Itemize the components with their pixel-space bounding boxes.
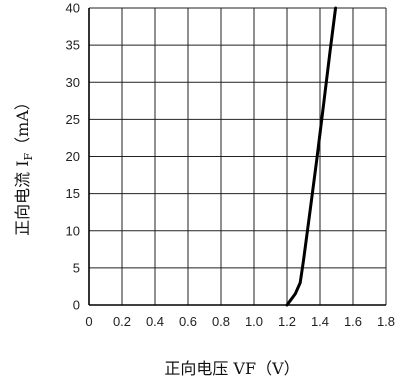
x-tick-label: 1.0 xyxy=(245,314,263,329)
y-axis-label-subscript: F xyxy=(22,152,35,160)
y-tick-label: 0 xyxy=(73,298,80,313)
grid-layer xyxy=(88,7,387,306)
y-tick-label: 20 xyxy=(66,149,80,164)
series-layer xyxy=(285,6,338,307)
y-tick-label: 30 xyxy=(66,75,80,90)
x-tick-label: 1.4 xyxy=(311,314,329,329)
axes-layer xyxy=(88,8,386,306)
x-tick-label: 0 xyxy=(85,314,92,329)
x-axis-label: 正向电压 VF（V） xyxy=(164,359,299,378)
x-tick-label: 1.6 xyxy=(344,314,362,329)
x-tick-label: 1.2 xyxy=(278,314,296,329)
y-axis-label-main: 正向电流 I xyxy=(13,160,32,235)
series-line xyxy=(285,6,338,307)
ticks-layer: 0 0.2 0.4 0.6 0.8 1.0 1.2 1.4 1.6 1.8 0 5 10 15 20 25 30… xyxy=(66,1,396,330)
x-tick-label: 0.8 xyxy=(212,314,230,329)
x-tick-label: 0.6 xyxy=(179,314,197,329)
x-tick-label: 1.8 xyxy=(377,314,395,329)
y-axis-label: 正向电流 IF（mA） xyxy=(13,94,35,236)
y-tick-label: 25 xyxy=(66,112,80,127)
x-tick-label: 0.4 xyxy=(146,314,164,329)
y-tick-label: 15 xyxy=(66,186,80,201)
y-tick-label: 35 xyxy=(66,38,80,53)
x-tick-label: 0.2 xyxy=(113,314,131,329)
y-tick-label: 40 xyxy=(66,1,80,16)
y-tick-label: 10 xyxy=(66,223,80,238)
y-tick-label: 5 xyxy=(73,260,80,275)
y-axis-label-unit: （mA） xyxy=(13,94,32,153)
